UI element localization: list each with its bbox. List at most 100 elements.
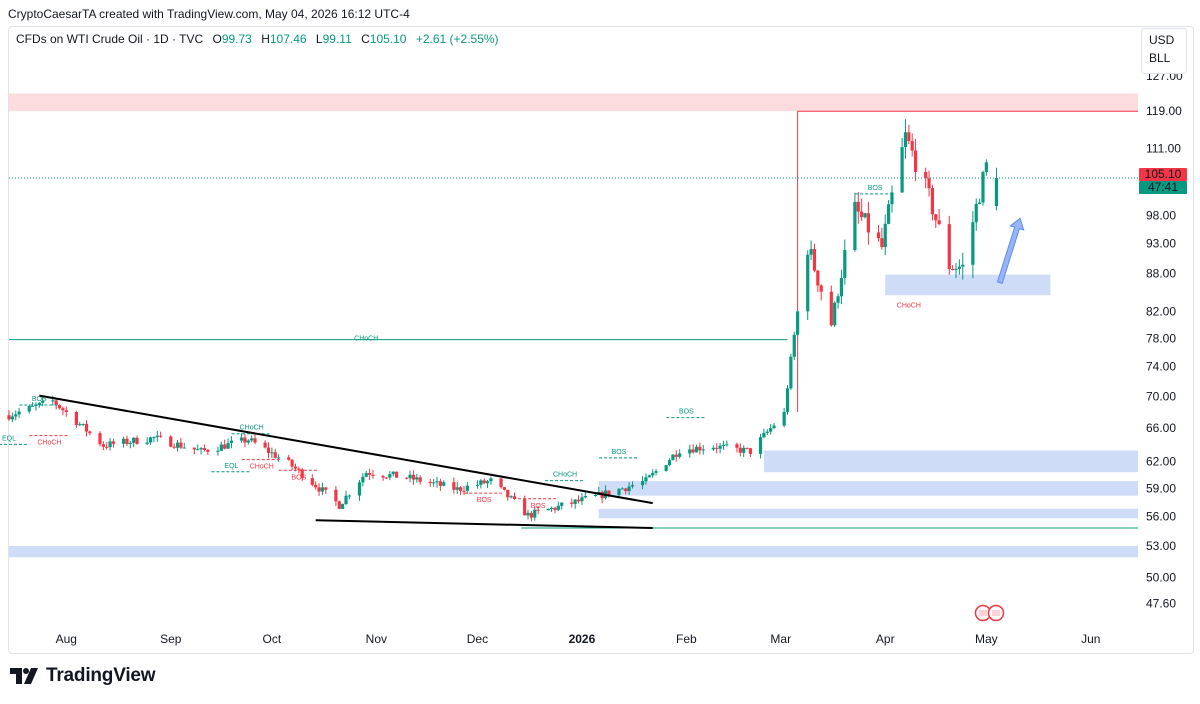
x-axis-tick: Feb (676, 632, 697, 646)
candle-body (226, 443, 230, 449)
candle-body (459, 487, 463, 491)
candle-body (277, 457, 281, 459)
annotation-label: EQL (224, 463, 238, 470)
candle-body (10, 416, 14, 420)
brand-footer: TradingView (10, 665, 156, 687)
candle-body (415, 477, 419, 480)
candle-body (765, 431, 769, 433)
projection-arrow-icon (996, 217, 1025, 285)
candle-body (101, 444, 105, 447)
candle-body (506, 489, 510, 498)
candle-body (216, 450, 220, 452)
candle-body (866, 213, 870, 233)
candle-body (738, 447, 742, 453)
y-axis-tick: 98.00 (1146, 209, 1176, 223)
candle-body (769, 428, 773, 432)
countdown-text: 47:41 (1148, 180, 1178, 194)
trendlines-layer (39, 394, 653, 530)
y-axis-tick: 111.00 (1146, 142, 1181, 156)
candle-body (135, 437, 139, 444)
y-axis-tick: 78.00 (1146, 331, 1176, 345)
candle-body (432, 482, 436, 484)
candle-body (930, 188, 935, 215)
zones-layer (9, 93, 1138, 558)
candle-body (61, 408, 65, 411)
x-axis-tick: 2026 (569, 632, 596, 646)
currency-selector[interactable]: USD BLL (1141, 28, 1187, 74)
zone-supply-0 (9, 93, 1138, 112)
candle-body (951, 269, 955, 271)
candle-body (961, 264, 965, 267)
candle-body (742, 447, 746, 453)
zone-demand-2 (763, 450, 1138, 473)
candle-body (499, 478, 503, 488)
x-axis-tick: Sep (160, 632, 182, 646)
candle-body (876, 232, 881, 239)
candle-body (843, 250, 847, 278)
candle-body (509, 496, 513, 498)
currency-subunit: BLL (1149, 51, 1171, 65)
candle-body (105, 446, 109, 448)
candle-body (556, 505, 560, 510)
candle-body (974, 203, 978, 223)
change-value: +2.61 (+2.55%) (415, 32, 499, 46)
candle-body (364, 473, 368, 477)
candle-body (317, 487, 321, 492)
candle-body (978, 202, 982, 204)
trendline-1 (315, 519, 653, 530)
candle-body (553, 507, 557, 510)
candle-body (694, 446, 699, 453)
candle-body (27, 406, 31, 412)
candle-body (381, 475, 385, 478)
annotation-label: BOS (679, 409, 694, 416)
candles-layer (7, 119, 999, 522)
candle-body (957, 266, 961, 269)
candle-body (617, 488, 621, 496)
zone-demand-4 (598, 508, 1138, 519)
annotation-label: CHoCH (240, 425, 264, 432)
open-value: 99.73 (221, 32, 252, 46)
symbol-name[interactable]: CFDs on WTI Crude Oil · 1D · TVC (16, 32, 204, 46)
candle-body (37, 402, 41, 405)
y-axis-tick: 53.00 (1146, 539, 1176, 553)
candle-body (890, 192, 894, 205)
economic-event-flag-stripes (978, 610, 987, 616)
x-axis-tick: Nov (366, 632, 387, 646)
candle-body (782, 411, 786, 426)
candle-body (560, 502, 564, 506)
high-value: 107.46 (269, 32, 307, 46)
candle-body (792, 334, 796, 357)
annotation-label: CHoCH (37, 440, 61, 447)
candle-body (981, 172, 985, 203)
candle-body (155, 435, 159, 438)
candle-body (361, 476, 365, 483)
candle-body (512, 496, 517, 499)
candle-body (84, 423, 89, 432)
candle-body (172, 446, 176, 448)
candle-body (809, 249, 813, 255)
annotation-label: CHoCH (553, 472, 577, 479)
candle-body (394, 471, 399, 478)
x-axis-tick: Jun (1081, 632, 1100, 646)
candle-body (41, 400, 45, 403)
axes-layer: 127.00119.00111.00103.0098.0093.0088.008… (56, 69, 1187, 646)
candle-body (913, 150, 918, 172)
candle-body (266, 447, 271, 453)
candle-body (819, 285, 823, 292)
candle-body (74, 412, 79, 425)
candle-body (223, 444, 227, 449)
y-axis-tick: 74.00 (1146, 360, 1176, 374)
x-axis-tick: Mar (770, 632, 791, 646)
candle-body (833, 302, 837, 326)
candle-body (644, 477, 648, 482)
candle-body (452, 482, 456, 490)
candle-body (485, 481, 490, 484)
candle-body (337, 501, 341, 509)
candle-body (762, 432, 766, 438)
annotation-label: BOS (32, 396, 47, 403)
high-label: H (261, 32, 270, 46)
candle-body (971, 222, 975, 265)
y-axis-tick: 56.00 (1146, 509, 1176, 523)
candle-body (664, 465, 668, 472)
